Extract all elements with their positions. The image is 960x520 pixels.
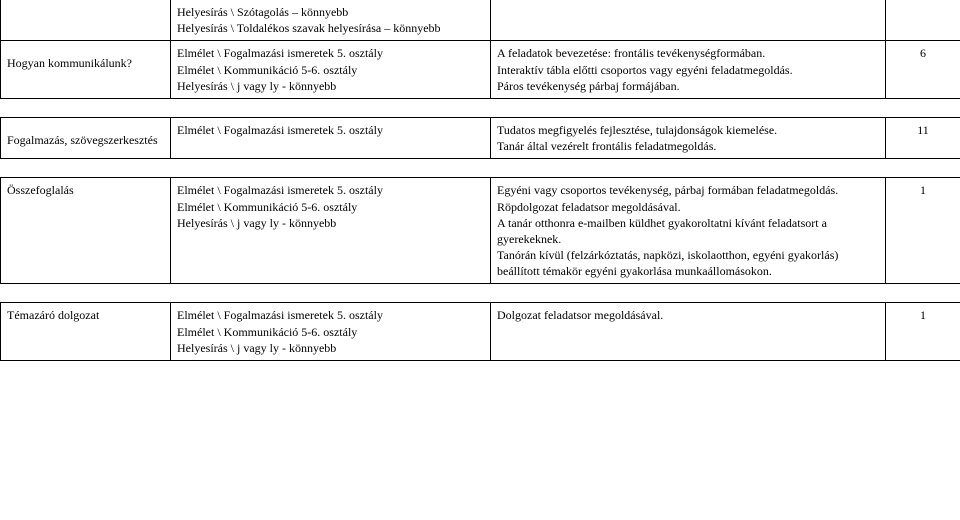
table-row: Összefoglalás Elmélet \ Fogalmazási isme… xyxy=(1,178,960,284)
cell-hours xyxy=(886,0,960,41)
row-spacer xyxy=(1,98,960,117)
table-row: Témazáró dolgozat Elmélet \ Fogalmazási … xyxy=(1,303,960,361)
table-row: Hogyan kommunikálunk? Elmélet \ Fogalmaz… xyxy=(1,41,960,99)
cell-material: Elmélet \ Fogalmazási ismeretek 5. osztá… xyxy=(171,178,491,284)
cell-description: Egyéni vagy csoportos tevékenység, párba… xyxy=(491,178,886,284)
cell-description: Dolgozat feladatsor megoldásával. xyxy=(491,303,886,361)
cell-hours: 1 xyxy=(886,303,960,361)
cell-description xyxy=(491,0,886,41)
row-spacer xyxy=(1,284,960,303)
table-row: Helyesírás \ Szótagolás – könnyebbHelyes… xyxy=(1,0,960,41)
row-spacer xyxy=(1,159,960,178)
table-row: Fogalmazás, szövegszerkesztés Elmélet \ … xyxy=(1,117,960,158)
cell-description: A feladatok bevezetése: frontális tevéke… xyxy=(491,41,886,99)
cell-hours: 1 xyxy=(886,178,960,284)
cell-topic: Összefoglalás xyxy=(1,178,171,284)
cell-topic xyxy=(1,0,171,41)
curriculum-table: Helyesírás \ Szótagolás – könnyebbHelyes… xyxy=(0,0,960,361)
cell-description: Tudatos megfigyelés fejlesztése, tulajdo… xyxy=(491,117,886,158)
cell-topic: Témazáró dolgozat xyxy=(1,303,171,361)
cell-material: Elmélet \ Fogalmazási ismeretek 5. osztá… xyxy=(171,41,491,99)
cell-topic: Fogalmazás, szövegszerkesztés xyxy=(1,117,171,158)
cell-hours: 6 xyxy=(886,41,960,99)
cell-hours: 11 xyxy=(886,117,960,158)
cell-material: Elmélet \ Fogalmazási ismeretek 5. osztá… xyxy=(171,117,491,158)
cell-material: Elmélet \ Fogalmazási ismeretek 5. osztá… xyxy=(171,303,491,361)
cell-material: Helyesírás \ Szótagolás – könnyebbHelyes… xyxy=(171,0,491,41)
cell-topic: Hogyan kommunikálunk? xyxy=(1,41,171,99)
